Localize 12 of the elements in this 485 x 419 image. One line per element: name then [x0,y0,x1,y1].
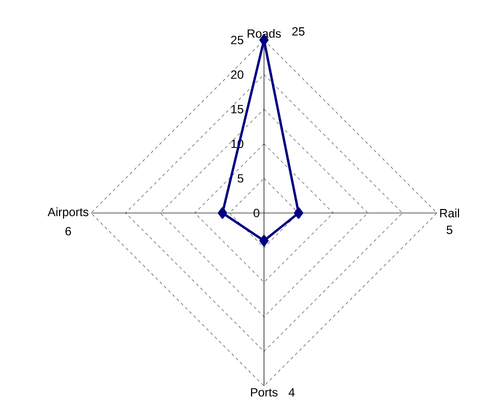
y-tick-label: 0 [254,208,260,218]
spoke-label: Airports [48,207,88,219]
text: 25 [292,27,304,36]
text: 6 [65,226,72,236]
y-tick-label: 20 [231,70,244,79]
text: 4 [288,388,295,396]
y-tick-label: 25 [231,36,244,44]
y-tick-label: 15 [231,105,244,114]
text: 5 [446,226,452,234]
spoke-label: Ports [251,388,278,397]
spoke-label: Rail [440,208,459,218]
y-tick-label: 5 [238,174,244,183]
